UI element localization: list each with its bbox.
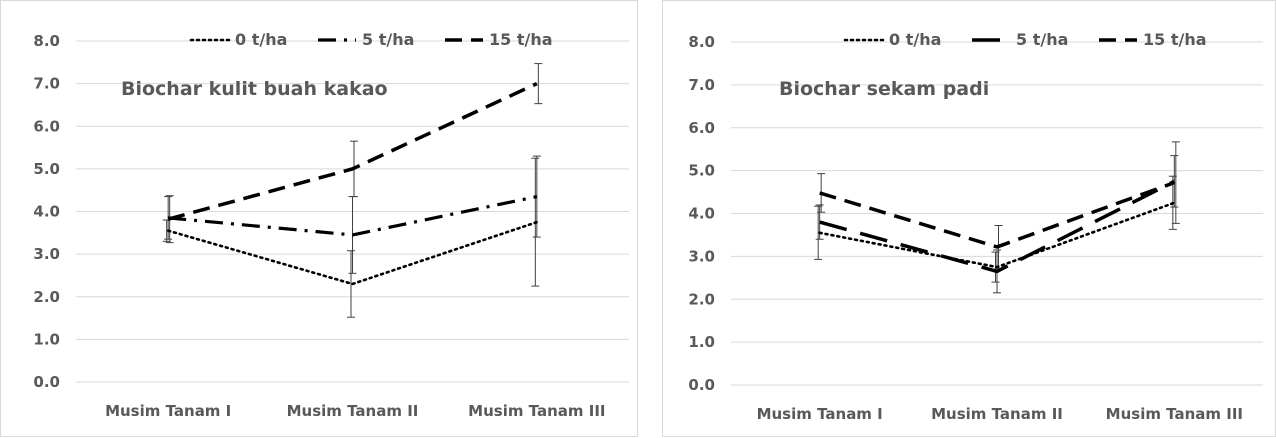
y-tick-label: 3.0 — [33, 245, 60, 263]
x-tick-label: Musim Tanam I — [105, 402, 231, 420]
legend-label: 15 t/ha — [1143, 30, 1207, 49]
y-tick-label: 5.0 — [688, 162, 715, 180]
x-tick-label: Musim Tanam II — [287, 402, 419, 420]
y-tick-label: 7.0 — [688, 76, 715, 94]
y-tick-label: 0.0 — [33, 373, 60, 391]
y-tick-label: 8.0 — [688, 33, 715, 51]
y-tick-label: 6.0 — [33, 117, 60, 135]
x-tick-label: Musim Tanam I — [757, 405, 883, 423]
y-tick-label: 0.0 — [688, 376, 715, 394]
chart-right-svg: 0.0 1.0 2.0 3.0 4.0 5.0 6.0 7.0 8.0 Musim Tanam I… — [688, 30, 1263, 423]
chart-panel-right: 0.0 1.0 2.0 3.0 4.0 5.0 6.0 7.0 8.0 Musim Tanam I… — [662, 0, 1276, 437]
series-line-15-t-ha — [819, 180, 1175, 249]
y-tick-label: 2.0 — [688, 290, 715, 308]
legend-label: 0 t/ha — [889, 30, 941, 49]
series-line-0-t-ha — [818, 201, 1176, 269]
chart-left-svg: 0.0 1.0 2.0 3.0 4.0 5.0 6.0 7.0 8.0 Musim Tanam I… — [33, 30, 629, 420]
legend-label: 5 t/ha — [362, 30, 414, 49]
y-tick-label: 7.0 — [33, 75, 60, 93]
x-tick-label: Musim Tanam III — [1106, 405, 1243, 423]
legend-label: 5 t/ha — [1016, 30, 1068, 49]
y-tick-label: 3.0 — [688, 247, 715, 265]
y-tick-label: 4.0 — [33, 203, 60, 221]
x-tick-label: Musim Tanam II — [931, 405, 1063, 423]
series-line-0-t-ha — [166, 220, 539, 286]
y-tick-label: 2.0 — [33, 288, 60, 306]
legend-label: 15 t/ha — [489, 30, 553, 49]
chart-annotation: Biochar sekam padi — [779, 78, 989, 100]
chart-annotation: Biochar kulit buah kakao — [121, 78, 388, 100]
y-tick-label: 6.0 — [688, 119, 715, 137]
x-tick-label: Musim Tanam III — [468, 402, 605, 420]
y-tick-label: 8.0 — [33, 32, 60, 50]
series-line-5-t-ha — [168, 195, 538, 237]
y-tick-label: 1.0 — [688, 333, 715, 351]
series-line-5-t-ha — [819, 179, 1176, 274]
y-tick-label: 1.0 — [33, 330, 60, 348]
y-tick-label: 5.0 — [33, 160, 60, 178]
legend-label: 0 t/ha — [235, 30, 287, 49]
chart-panel-left: 0.0 1.0 2.0 3.0 4.0 5.0 6.0 7.0 8.0 Musim Tanam I… — [0, 0, 638, 437]
series-line-15-t-ha — [167, 82, 538, 221]
y-tick-label: 4.0 — [688, 205, 715, 223]
